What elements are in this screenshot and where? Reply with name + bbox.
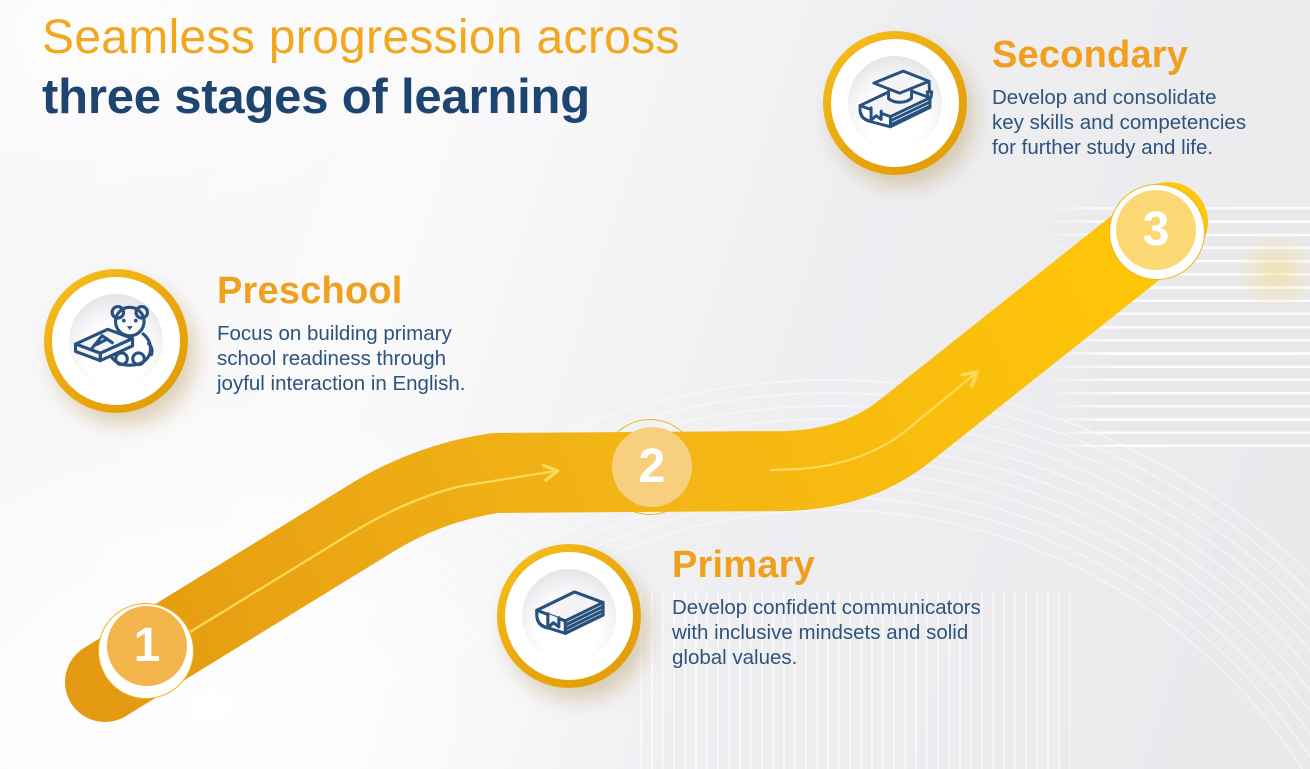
road-arrow-2 (769, 370, 979, 472)
stage-description: Develop confident communicators with inc… (672, 595, 981, 670)
step-marker-3: 3 (1109, 184, 1205, 280)
badge-inner-disc (69, 294, 163, 388)
page-title: Seamless progression across three stages… (42, 8, 680, 126)
step-number: 3 (1116, 190, 1196, 270)
stage-block-preschool: Preschool Focus on building primary scho… (217, 269, 465, 396)
stage-block-primary: Primary Develop confident communicators … (672, 543, 981, 670)
graduation-cap-icon (849, 55, 941, 152)
stage-description-line: school readiness through (217, 347, 447, 370)
stage-description-line: Focus on building primary (217, 322, 452, 345)
stage-title: Primary (672, 544, 815, 586)
book-icon (523, 568, 615, 665)
step-marker-2: 2 (602, 419, 698, 515)
stage-description-line: Develop and consolidate (992, 86, 1217, 109)
page-title-line-1: Seamless progression across (42, 11, 680, 64)
stage-description-line: with inclusive mindsets and solid (672, 621, 969, 644)
stage-description-line: key skills and competencies (992, 111, 1247, 134)
stage-title: Preschool (217, 270, 403, 312)
badge-inner-disc (522, 569, 616, 663)
badge-white-ring (52, 277, 180, 405)
stage-description-line: Develop confident communicators (672, 596, 981, 619)
stage-description-line: joyful interaction in English. (217, 372, 466, 395)
road-arrow-1 (189, 463, 560, 633)
stage-title: Secondary (992, 34, 1189, 76)
teddy-bear-icon (70, 293, 162, 390)
step-number: 1 (107, 606, 187, 686)
stage-badge-preschool (44, 269, 188, 413)
badge-white-ring (831, 39, 959, 167)
stage-description: Focus on building primary school readine… (217, 321, 465, 396)
badge-white-ring (505, 552, 633, 680)
background-vertical-stripes (640, 592, 1070, 769)
stage-description-line: global values. (672, 646, 798, 669)
page-title-line-2: three stages of learning (42, 70, 590, 124)
background-yellow-glow (1233, 233, 1310, 311)
step-number: 2 (612, 427, 692, 507)
stage-description: Develop and consolidate key skills and c… (992, 85, 1246, 160)
stage-description-line: for further study and life. (992, 136, 1214, 159)
stage-badge-secondary (823, 31, 967, 175)
stage-badge-primary (497, 544, 641, 688)
stage-block-secondary: Secondary Develop and consolidate key sk… (992, 33, 1246, 160)
step-marker-1: 1 (98, 603, 194, 699)
badge-inner-disc (848, 56, 942, 150)
